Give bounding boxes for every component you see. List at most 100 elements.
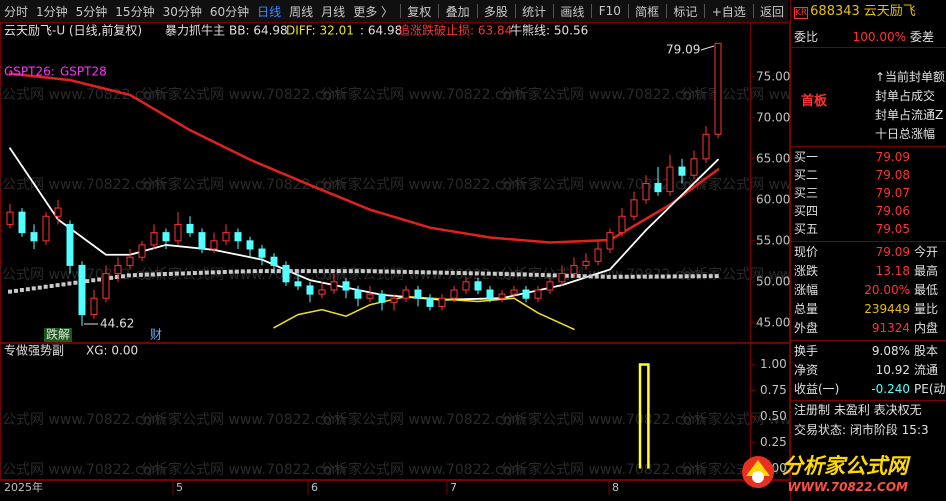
candle-body — [270, 256, 278, 266]
candle-body — [486, 289, 494, 299]
chart-header: DIFF: 32.01 — [286, 24, 354, 38]
status-row: 交易状态: 闭市阶段 15:3 — [794, 421, 929, 439]
value: 79.07 — [875, 186, 910, 200]
period-tab[interactable]: 日线 — [257, 4, 282, 19]
label: 买一 — [794, 150, 819, 164]
watermark: 分析家公式网 www.70822.com — [500, 86, 705, 103]
candle-body — [150, 232, 158, 246]
candle-body — [318, 289, 326, 295]
label: 买三 — [794, 186, 819, 200]
candle-body — [294, 281, 302, 287]
tags: 注册制 未盈利 表决权无 — [794, 403, 922, 417]
watermark: 分析家公式网 www.70822.com — [140, 86, 345, 103]
candle-body — [606, 232, 614, 250]
tool-button[interactable]: 标记 — [673, 4, 698, 19]
tool-button[interactable]: 复权 — [407, 4, 432, 19]
y-tick-label: 45.00 — [756, 315, 790, 329]
high-pointer — [700, 45, 715, 51]
candle-body — [462, 281, 470, 291]
period-tab[interactable]: 更多 〉 — [353, 4, 394, 19]
tool-button[interactable]: +自选 — [711, 4, 746, 19]
label: 外盘 — [794, 321, 819, 335]
candle-body — [690, 158, 698, 176]
candle-body — [522, 289, 530, 299]
bid-row: 买五 79.05 — [794, 220, 910, 238]
tool-button[interactable]: 多股 — [483, 4, 508, 19]
watermark: 分析家公式网 www.70822.com — [0, 461, 165, 478]
sub-title: 专做强势副 — [4, 343, 64, 358]
chart-header: BB: 64.98 — [229, 24, 288, 38]
label: 今开 — [914, 245, 939, 259]
period-tab[interactable]: 分时 — [4, 4, 29, 19]
candle-body — [6, 211, 14, 225]
period-tab[interactable]: 1分钟 — [36, 4, 68, 19]
tool-button[interactable]: 叠加 — [445, 4, 470, 19]
note: 封单占成交 — [875, 89, 936, 103]
label: PE(动) — [914, 382, 946, 396]
tool-button[interactable]: 统计 — [522, 4, 547, 19]
tags-row: 注册制 未盈利 表决权无 — [794, 401, 922, 419]
y-tick-label: 55.00 — [756, 233, 790, 247]
watermark: 分析家公式网 www.70822.com — [0, 176, 165, 193]
date-label: 2025年 — [4, 480, 43, 494]
date-label: 6 — [311, 481, 318, 494]
chart-header: 追涨跌破止损: 63.84 — [398, 23, 512, 38]
tool-button[interactable]: F10 — [598, 4, 621, 18]
value: 13.18 — [875, 264, 910, 278]
watermark: 分析家公式网 www.70822.com — [320, 461, 525, 478]
candle-body — [378, 293, 386, 303]
value: 10.92 — [875, 363, 910, 377]
candle-body — [510, 289, 518, 295]
watermark: 分析家公式网 www.70822.com — [320, 176, 525, 193]
stat-row: 现价 79.09 今开 — [794, 243, 938, 261]
period-tab[interactable]: 月线 — [321, 4, 346, 19]
note: ↑当前封单额 — [875, 70, 946, 84]
period-tab[interactable]: 周线 — [289, 4, 314, 19]
candle-body — [102, 273, 110, 299]
value: 9.08% — [871, 344, 910, 358]
y-tick-label: 0.75 — [760, 383, 787, 397]
period-tab[interactable]: 30分钟 — [162, 4, 202, 19]
watermark: 分析家公式网 www.70822.com — [500, 411, 705, 428]
tool-button[interactable]: 返回 — [760, 4, 785, 19]
candle-body — [642, 182, 650, 201]
quote-panel: KR 688343 云天励飞 委比 100.00% 委差 首板 ↑当前封单额 封单占成交 封单占流… — [790, 0, 946, 501]
period-tab[interactable]: 15分钟 — [115, 4, 155, 19]
low-label: 44.62 — [100, 317, 134, 331]
label: 委差 — [910, 30, 935, 44]
watermark: 分析家公式网 www.70822.com — [140, 411, 345, 428]
chart-header: 牛熊线: 50.56 — [510, 23, 588, 38]
candle-body — [18, 211, 26, 234]
value: 20.00% — [864, 283, 910, 297]
signal-label: 跌解 — [46, 327, 70, 342]
candle-body — [138, 244, 146, 258]
bid-row: 买二 79.08 — [794, 166, 910, 184]
board: 首板 — [801, 94, 828, 109]
candle-body — [402, 289, 410, 299]
y-tick-label: 0.25 — [760, 435, 787, 449]
logo-icon — [742, 456, 774, 488]
tool-button[interactable]: 简框 — [635, 4, 660, 19]
bid-row: 买一 79.09 — [794, 148, 910, 166]
candle-body — [498, 293, 506, 299]
watermark: 分析家公式网 www.70822.com — [320, 266, 525, 283]
stat-row: 净资 10.92 流通 — [794, 361, 938, 379]
high-label: 79.09 — [666, 43, 700, 57]
watermark: 分析家公式网 www.70822.com — [140, 176, 345, 193]
label: 量比 — [914, 302, 939, 316]
label: 内盘 — [914, 321, 939, 335]
watermark: 分析家公式网 www.70822.com — [0, 86, 165, 103]
value: 79.08 — [875, 168, 910, 182]
watermark: 分析家公式网 www.70822.com — [500, 176, 705, 193]
watermark: 分析家公式网 www.70822.com — [680, 176, 790, 193]
date-label: 7 — [450, 481, 457, 494]
candle-body — [702, 133, 710, 160]
chart-header: 云天励飞-U (日线,前复权) — [4, 23, 142, 38]
value: 79.05 — [875, 222, 910, 236]
title-row: KR 688343 云天励飞 — [794, 2, 916, 20]
period-tab[interactable]: 60分钟 — [209, 4, 250, 19]
candle-body — [282, 264, 290, 283]
period-tab[interactable]: 5分钟 — [75, 4, 108, 19]
tool-button[interactable]: 画线 — [560, 4, 585, 19]
